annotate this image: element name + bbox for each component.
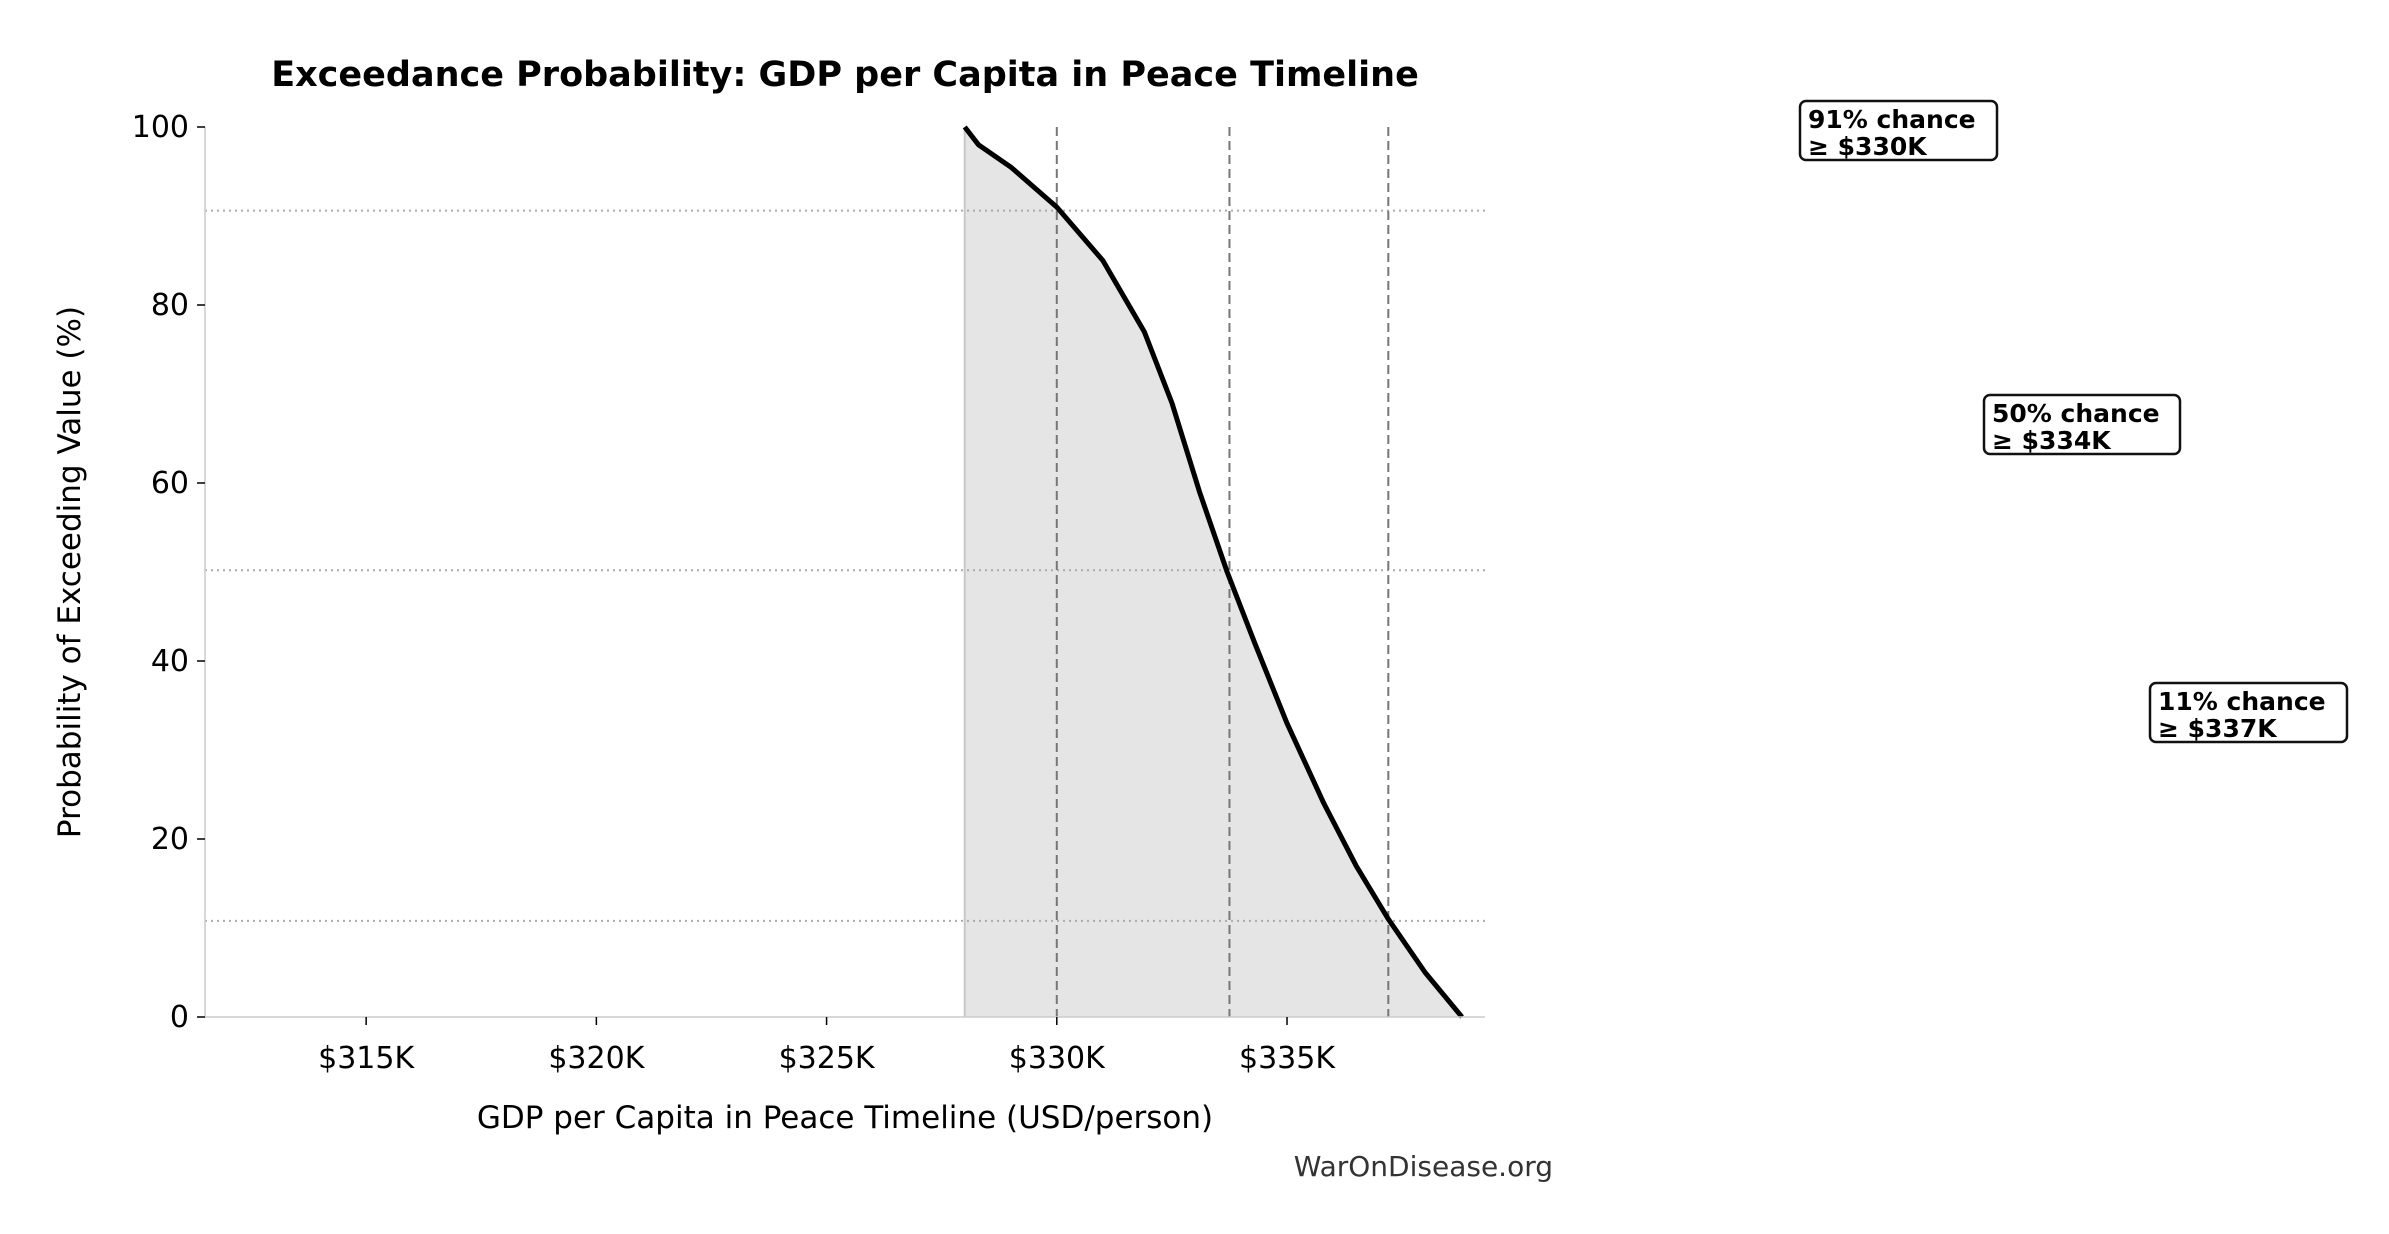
annotation-line1: 91% chance [1808,105,1976,134]
x-tick-label: $320K [548,1041,645,1076]
y-tick-label: 20 [151,822,189,857]
chart-title: Exceedance Probability: GDP per Capita i… [271,55,1419,95]
plot-area: 0 20 40 60 80 100 $315K $320K $325K $330K $335K [132,110,1485,1076]
annotation-line2: ≥ $337K [2158,714,2278,743]
x-tick-label: $330K [1009,1041,1106,1076]
annotation-line1: 50% chance [1992,399,2160,428]
x-axis-label: GDP per Capita in Peace Timeline (USD/pe… [477,1100,1213,1136]
y-tick-label: 80 [151,288,189,323]
watermark: WarOnDisease.org [1294,1150,1553,1183]
annotation-line2: ≥ $334K [1992,426,2112,455]
y-tick-label: 40 [151,644,189,679]
annotation-box: 50% chance ≥ $334K [1982,393,2182,456]
y-tick-label: 0 [170,1000,189,1035]
annotation-line1: 11% chance [2158,687,2326,716]
x-tick-label: $315K [318,1041,415,1076]
y-tick-label: 100 [132,110,189,145]
exceedance-area [964,127,1462,1017]
annotation-box: 91% chance ≥ $330K [1798,99,1999,162]
x-tick-label: $325K [779,1041,876,1076]
annotation-line2: ≥ $330K [1808,132,1928,161]
exceedance-curve [962,125,1464,1019]
annotation-box: 11% chance ≥ $337K [2148,681,2349,744]
x-tick-label: $335K [1239,1041,1336,1076]
y-tick-label: 60 [151,466,189,501]
y-axis-label: Probability of Exceeding Value (%) [52,306,88,838]
